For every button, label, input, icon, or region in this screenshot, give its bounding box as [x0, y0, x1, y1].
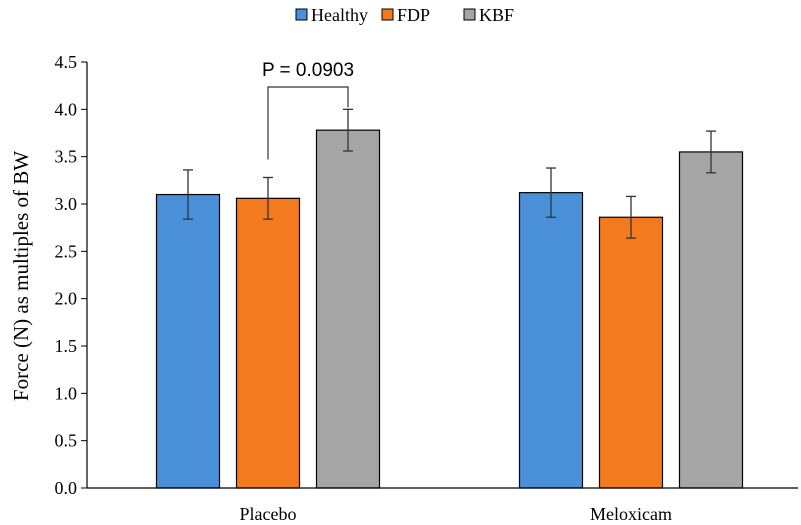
y-tick-label: 1.5 — [55, 336, 78, 356]
legend-swatch — [381, 8, 394, 21]
bar-kbf-meloxicam — [678, 151, 744, 489]
bar-kbf-placebo — [315, 129, 381, 489]
x-category-label: Placebo — [240, 504, 297, 524]
bar-healthy-placebo — [155, 193, 221, 489]
error-bar-kbf-meloxicam — [706, 130, 716, 174]
legend-label: KBF — [479, 5, 514, 25]
bar-healthy-meloxicam — [518, 192, 584, 489]
legend-item-healthy: Healthy — [295, 5, 368, 25]
legend-label: FDP — [397, 5, 430, 25]
legend-item-kbf: KBF — [463, 5, 514, 25]
error-bar-kbf-placebo — [343, 108, 353, 152]
y-axis-ticks: 0.0 0.5 1.0 1.5 2.0 2.5 3.0 3.5 4.0 4.5 — [55, 52, 87, 498]
legend-swatch — [463, 8, 476, 21]
legend-item-fdp: FDP — [381, 5, 430, 25]
error-bar-healthy-placebo — [183, 169, 193, 220]
x-axis-categories: Placebo Meloxicam — [240, 504, 672, 524]
legend-label: Healthy — [311, 5, 368, 25]
y-tick-label: 2.0 — [55, 289, 78, 309]
y-tick-label: 0.0 — [55, 478, 78, 498]
error-bars — [183, 108, 716, 239]
bar-fdp-meloxicam — [598, 216, 664, 489]
p-value-label: P = 0.0903 — [262, 60, 354, 81]
legend-swatch — [295, 8, 308, 21]
error-bar-healthy-meloxicam — [546, 167, 556, 218]
bar-fdp-placebo — [235, 197, 301, 489]
y-tick-label: 3.5 — [55, 147, 78, 167]
y-tick-label: 3.0 — [55, 194, 78, 214]
y-tick-label: 1.0 — [55, 383, 78, 403]
y-axis-title: Force (N) as multiples of BW — [9, 151, 33, 401]
bars — [155, 129, 744, 489]
annotations: P = 0.0903 — [262, 60, 354, 160]
error-bar-fdp-placebo — [263, 176, 273, 220]
y-tick-label: 4.0 — [55, 99, 78, 119]
significance-bracket — [267, 86, 349, 160]
y-tick-label: 2.5 — [55, 241, 78, 261]
legend: Healthy FDP KBF — [295, 5, 514, 25]
y-tick-label: 4.5 — [55, 52, 78, 72]
x-category-label: Meloxicam — [590, 504, 672, 524]
error-bar-fdp-meloxicam — [626, 195, 636, 239]
y-tick-label: 0.5 — [55, 431, 78, 451]
